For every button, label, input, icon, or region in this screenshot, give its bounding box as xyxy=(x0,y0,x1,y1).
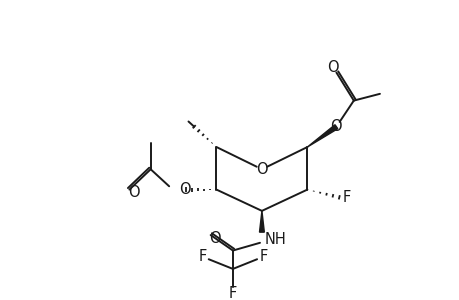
Text: NH: NH xyxy=(264,232,285,247)
Text: O: O xyxy=(327,60,338,75)
Polygon shape xyxy=(307,125,337,147)
Text: F: F xyxy=(198,249,206,264)
Text: O: O xyxy=(256,162,267,177)
Polygon shape xyxy=(259,211,264,232)
Text: F: F xyxy=(259,249,267,264)
Text: O: O xyxy=(128,185,140,200)
Text: O: O xyxy=(209,231,221,246)
Text: F: F xyxy=(342,190,350,205)
Text: O: O xyxy=(330,119,341,134)
Text: F: F xyxy=(228,286,236,300)
Text: O: O xyxy=(179,182,190,197)
